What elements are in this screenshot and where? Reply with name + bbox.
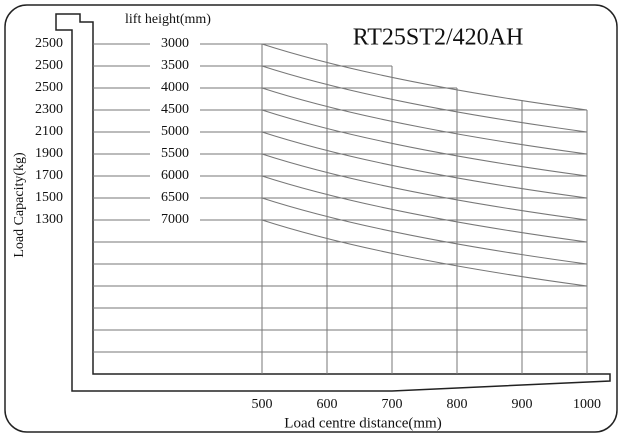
lift-height-label: 6500 xyxy=(161,190,189,205)
lift-height-label: 5000 xyxy=(161,124,189,139)
capacity-curve xyxy=(261,109,588,177)
capacity-curve xyxy=(261,197,588,265)
x-tick-label: 900 xyxy=(512,397,533,412)
capacity-curve xyxy=(261,219,588,287)
x-tick-label: 1000 xyxy=(573,397,601,412)
x-axis-label: Load centre distance(mm) xyxy=(284,415,441,431)
capacity-curve xyxy=(261,175,588,243)
x-tick-label: 700 xyxy=(382,397,403,412)
capacity-curve xyxy=(261,65,588,133)
fork-outline xyxy=(55,13,611,392)
lift-height-label: 3000 xyxy=(161,36,189,51)
lift-height-label: 4500 xyxy=(161,102,189,117)
lift-height-label: 7000 xyxy=(161,212,189,227)
title: RT25ST2/420AH xyxy=(353,25,524,51)
capacity-label: 2500 xyxy=(35,80,63,95)
capacity-label: 1700 xyxy=(35,168,63,183)
capacity-label: 1300 xyxy=(35,212,63,227)
capacity-label: 2100 xyxy=(35,124,63,139)
x-tick-label: 600 xyxy=(317,397,338,412)
capacity-label: 2500 xyxy=(35,36,63,51)
y-axis-label: Load Capacity(kg) xyxy=(12,152,27,258)
capacity-label: 2300 xyxy=(35,102,63,117)
capacity-curve xyxy=(261,131,588,199)
capacity-curve xyxy=(261,153,588,221)
capacity-label: 1500 xyxy=(35,190,63,205)
x-tick-label: 800 xyxy=(447,397,468,412)
lift-height-label: 6000 xyxy=(161,168,189,183)
frame xyxy=(4,4,618,433)
column-label: lift height(mm) xyxy=(125,12,211,27)
capacity-curve xyxy=(261,87,588,155)
grid xyxy=(93,43,588,374)
capacity-label: 1900 xyxy=(35,146,63,161)
capacity-label: 2500 xyxy=(35,58,63,73)
x-tick-label: 500 xyxy=(252,397,273,412)
lift-height-label: 3500 xyxy=(161,58,189,73)
capacity-curve xyxy=(261,43,588,111)
lift-height-label: 5500 xyxy=(161,146,189,161)
lift-height-label: 4000 xyxy=(161,80,189,95)
